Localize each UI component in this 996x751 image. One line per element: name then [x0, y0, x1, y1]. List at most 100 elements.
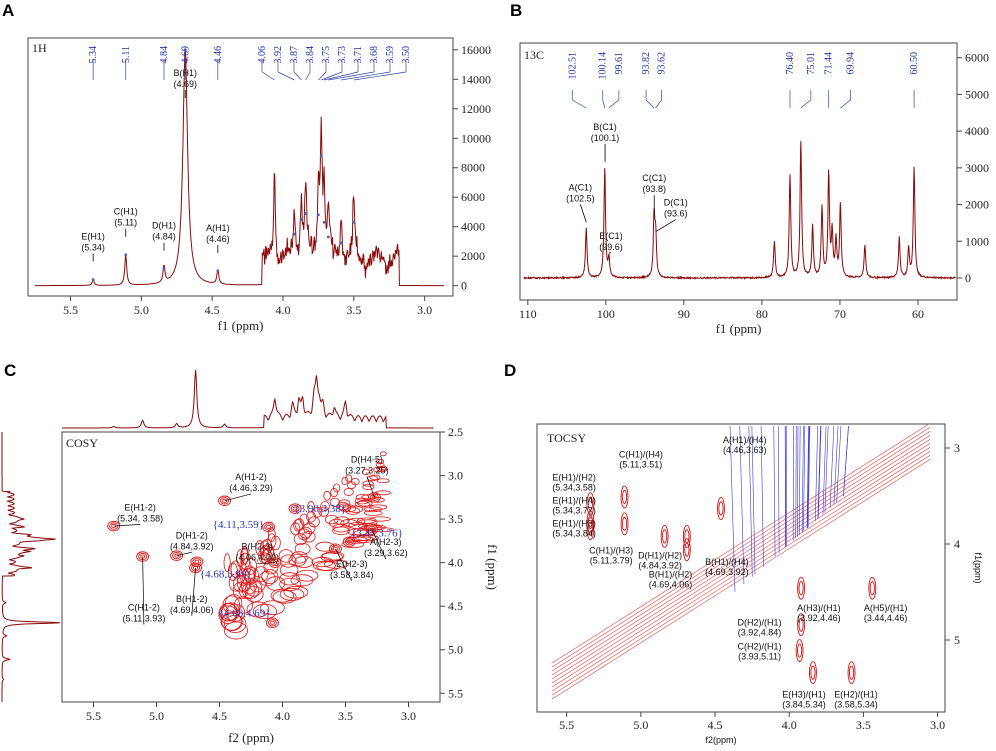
peak-label-lead-13c-2: [608, 99, 620, 109]
annotation-13c-1-value: (100.1): [591, 133, 620, 143]
peak-marker-1h-12: [326, 235, 330, 239]
cosy-contour-145: [218, 603, 238, 622]
cosy-contour-95: [377, 465, 388, 471]
tocsy-blue-spike-7: [748, 425, 753, 577]
tocsy-peak-4-ring-1: [587, 521, 593, 536]
cosy-contour-141: [232, 581, 249, 600]
y-tick-label-d-1: 4: [954, 537, 960, 551]
y-tick-label-b-4: 4000: [965, 124, 989, 138]
cosy-annotation-3-name: D(H1-2): [176, 530, 208, 540]
tocsy-peak-12-ring-1: [797, 643, 803, 658]
tocsy-annotation-5-name: C(H1)/(H3): [589, 546, 633, 556]
y-tick-label-a-2: 4000: [461, 220, 485, 234]
peak-label-13c-8: 69.94: [845, 52, 856, 75]
tocsy-peak-3-ring-0: [586, 510, 595, 534]
x-tick-label-a-3: 4.0: [276, 303, 291, 317]
x-tick-label-a-5: 3.0: [417, 303, 432, 317]
annotation-1h-1-value: (5.11): [114, 218, 137, 228]
tocsy-peak-7-ring-0: [682, 524, 691, 548]
annotation-1h-3-value: (4.69): [173, 79, 197, 89]
cosy-blue-label-0: {3.90,3.38}: [294, 503, 346, 515]
tocsy-annotation-1-value: (5.11,3.51): [619, 460, 662, 470]
y-tick-label-c-3: 4.0: [448, 556, 463, 570]
cosy-contour-48: [333, 483, 341, 493]
tocsy-peak-10-ring-1: [869, 581, 875, 596]
tocsy-blue-spike-10: [773, 425, 776, 557]
peak-label-1h-5: 4.06: [257, 46, 268, 64]
tocsy-annotation-9-value: (3.92,4.46): [797, 613, 841, 623]
tocsy-annotation-8-name: B(H1)/(H2): [649, 570, 693, 580]
cosy-contour-101: [375, 462, 385, 468]
cosy-peak-12-ring-2: [194, 559, 200, 564]
peak-label-13c-3: 93.82: [641, 52, 652, 75]
cosy-contour-65: [307, 501, 315, 513]
cosy-annotation-8-value: (3.58,3.84): [330, 570, 374, 580]
cosy-contour-144: [299, 526, 312, 539]
tocsy-annotation-2-value: (5.34,3.58): [552, 483, 596, 493]
tocsy-annotation-13-value: (3.84,5.34): [782, 700, 826, 710]
tocsy-blue-spike-27: [807, 425, 811, 528]
cosy-contour-135: [290, 551, 308, 564]
cosy-annotation-4-value: (4.06,4.00): [236, 553, 280, 563]
x-tick-label-a-4: 3.5: [346, 303, 361, 317]
cosy-peak-5-ring-0: [365, 524, 379, 535]
cosy-annotation-arrow-7: [191, 567, 196, 616]
peak-marker-1h-2: [162, 267, 166, 271]
peak-label-lead-1h-6: [277, 71, 295, 81]
cosy-contour-116: [320, 501, 330, 512]
annotation-1h-3-name: B(H1): [173, 68, 197, 78]
cosy-annotation-3-value: (4.84,3.92): [170, 541, 214, 551]
cosy-contour-29: [329, 497, 340, 507]
tocsy-peak-6-ring-1: [662, 529, 668, 544]
cosy-contour-26: [279, 563, 299, 577]
y-tick-label-d-2: 5: [954, 633, 960, 647]
tocsy-annotation-1-name: C(H1)/(H4): [619, 450, 663, 460]
cosy-contour-132: [241, 568, 256, 586]
cosy-contour-121: [259, 544, 271, 561]
tocsy-annotation-9-name: A(H3)/(H1): [797, 603, 841, 613]
peak-label-lead-1h-11: [324, 71, 359, 81]
tocsy-blue-spike-13: [822, 425, 827, 515]
tocsy-blue-spike-29: [798, 425, 801, 536]
peak-label-1h-2: 4.84: [159, 46, 170, 64]
peak-label-13c-4: 93.62: [657, 52, 668, 75]
tocsy-blue-spike-22: [801, 425, 804, 533]
cosy-contour-90: [233, 574, 248, 593]
cosy-peak-0-ring-1: [220, 497, 229, 505]
peak-marker-1h-13: [339, 241, 343, 245]
annotation-13c-3-name: C(C1): [642, 173, 666, 183]
cosy-contour-50: [236, 549, 245, 567]
tocsy-peak-3-ring-1: [587, 514, 593, 529]
tocsy-annotation-7-value: (4.69,3.92): [705, 567, 749, 577]
cosy-contour-64: [345, 474, 353, 483]
annotation-1h-0-value: (5.34): [81, 242, 105, 252]
tocsy-annotation-12-name: C(H2)/(H1): [738, 642, 782, 652]
cosy-contour-140: [376, 478, 390, 484]
tocsy-diagonal-line-7: [551, 450, 931, 692]
peak-label-lead-1h-8: [305, 71, 311, 81]
tocsy-diagonal-line-3: [551, 434, 931, 676]
cosy-peak-3-ring-2: [174, 553, 180, 558]
cosy-contour-146: [293, 533, 307, 546]
tocsy-annotation-10-name: A(H5)/(H1): [864, 603, 908, 613]
x-tick-label-c-5: 3.0: [401, 709, 416, 723]
tocsy-peak-6-ring-0: [660, 524, 669, 548]
cosy-peak-9-ring-1: [290, 504, 300, 513]
cosy-annotation-arrow-6: [142, 556, 145, 625]
cosy-annotation-arrow-2: [113, 524, 141, 527]
y-tick-label-a-3: 6000: [461, 190, 485, 204]
tocsy-blue-spike-15: [795, 425, 797, 539]
cosy-contour-94: [224, 594, 243, 613]
cosy-annotation-arrow-1: [366, 476, 375, 498]
cosy-annotation-arrow-4: [257, 562, 275, 564]
peak-label-lead-13c-6: [800, 99, 812, 109]
cosy-contour-134: [353, 529, 376, 537]
cosy-peak-10-ring-0: [262, 521, 276, 533]
peak-label-1h-8: 3.84: [305, 46, 316, 64]
y-tick-label-c-1: 3.0: [448, 469, 463, 483]
peak-label-1h-0: 5.34: [88, 46, 99, 64]
peak-label-lead-1h-5: [261, 71, 275, 81]
panel-b-frame: [519, 42, 958, 301]
tocsy-blue-spike-3: [817, 425, 821, 519]
